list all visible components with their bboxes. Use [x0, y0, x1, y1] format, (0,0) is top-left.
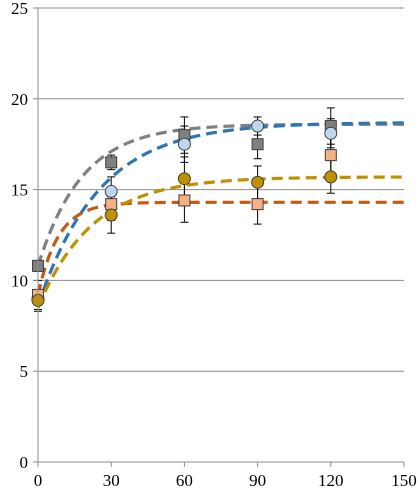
point-s3-p3 — [178, 194, 191, 207]
y-tick-label-25: 25 — [11, 0, 28, 18]
point-s2-p2 — [104, 184, 118, 198]
x-tick-label-120: 120 — [318, 471, 344, 490]
point-s3-p4 — [251, 198, 264, 211]
point-s4-p4 — [251, 175, 265, 189]
point-s4-p2 — [104, 208, 118, 222]
x-tick-label-0: 0 — [34, 471, 43, 490]
fit-curve-4 — [36, 175, 405, 309]
point-s1-p4 — [251, 138, 264, 151]
y-tick-label-10: 10 — [11, 271, 28, 290]
x-tick-label-60: 60 — [176, 471, 193, 490]
point-s2-p4 — [251, 119, 265, 133]
fit-curve-2 — [36, 121, 405, 307]
point-s2-p3 — [177, 137, 191, 151]
y-tick-label-20: 20 — [11, 90, 28, 109]
x-tick-labels: 0 30 60 90 120 150 — [34, 471, 417, 490]
y-tick-label-0: 0 — [20, 453, 29, 472]
point-s4-p5 — [324, 170, 338, 184]
x-tick-label-90: 90 — [249, 471, 266, 490]
y-tick-label-15: 15 — [11, 181, 28, 200]
gridlines — [38, 7, 404, 372]
y-tick-labels: 0 5 10 15 20 25 — [11, 0, 28, 472]
fit-curve-3 — [36, 200, 404, 296]
x-tick-label-30: 30 — [103, 471, 120, 490]
point-s4-p3 — [177, 172, 191, 186]
point-s3-p5 — [324, 149, 337, 162]
point-s1-p2 — [105, 156, 118, 169]
y-tick-label-5: 5 — [20, 362, 29, 381]
point-s3-p2 — [105, 198, 118, 211]
fit-curves — [36, 121, 405, 309]
x-tick-label-150: 150 — [391, 471, 417, 490]
axes — [33, 7, 405, 467]
point-s2-p5 — [324, 126, 338, 140]
